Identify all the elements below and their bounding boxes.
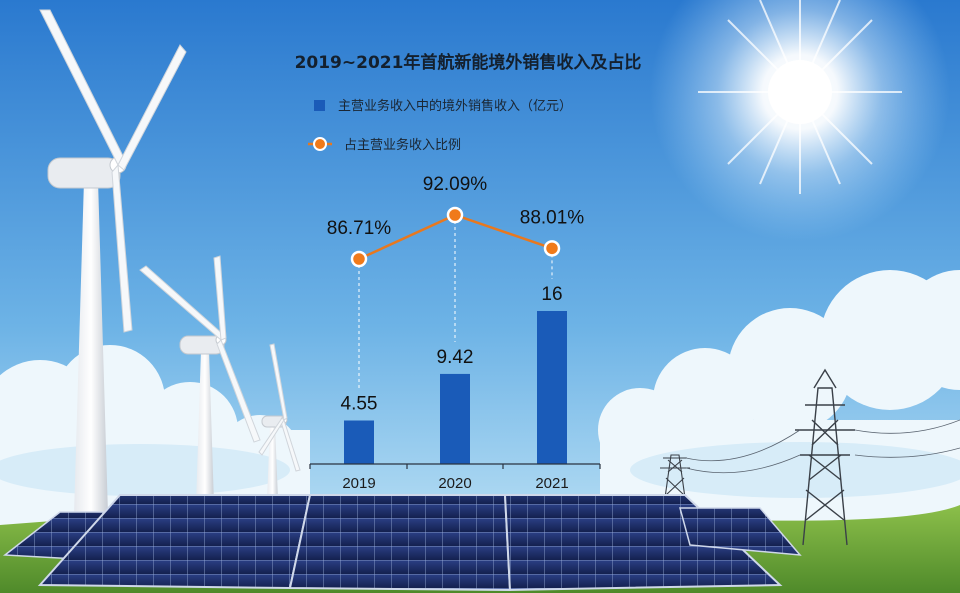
- cloud-right: [598, 270, 960, 530]
- x-axis: 2019 2020 2021: [309, 463, 601, 492]
- chart: 2019~2021年首航新能境外销售收入及占比 主营业务收入中的境外销售收入（亿…: [295, 52, 642, 492]
- legend: 主营业务收入中的境外销售收入（亿元） 占主营业务收入比例: [308, 98, 572, 153]
- ratio-value-label-2021: 88.01%: [520, 207, 585, 228]
- bar-value-label-2021: 16: [541, 284, 562, 305]
- guide-lines: [358, 215, 553, 389]
- bar-value-labels: 4.55 9.42 16: [341, 284, 563, 414]
- solar-panel-far-right: [679, 507, 802, 556]
- ratio-point-2021: [543, 240, 561, 257]
- bar-2021: [537, 311, 567, 464]
- solar-panel-right: [503, 494, 783, 592]
- chart-title: 2019~2021年首航新能境外销售收入及占比: [295, 52, 642, 73]
- wind-turbine-large-icon: [39, 9, 187, 515]
- power-lines: [685, 419, 960, 474]
- power-tower-small-icon: [660, 454, 690, 506]
- bar-2019: [344, 420, 374, 464]
- cloud-shadow: [0, 442, 960, 498]
- legend-bar-swatch: [314, 100, 325, 111]
- solar-panels: [2, 494, 802, 592]
- legend-bar-label: 主营业务收入中的境外销售收入（亿元）: [338, 98, 572, 114]
- wind-turbine-medium-icon: [139, 255, 261, 505]
- x-tick-label-2020: 2020: [438, 475, 471, 492]
- bar-value-label-2020: 9.42: [437, 347, 474, 368]
- ratio-point-2020: [446, 206, 464, 224]
- ratio-value-label-2019: 86.71%: [327, 218, 392, 239]
- legend-line-label: 占主营业务收入比例: [344, 137, 461, 153]
- wind-turbine-small-icon: [258, 343, 301, 500]
- power-tower-icon: [795, 368, 855, 546]
- x-tick-label-2019: 2019: [342, 475, 375, 492]
- x-tick-label-2021: 2021: [535, 475, 568, 492]
- x-axis-ticks: 2019 2020 2021: [309, 464, 601, 492]
- bar-value-label-2019: 4.55: [341, 393, 378, 414]
- ratio-point-2019: [350, 250, 368, 268]
- legend-line-marker: [313, 137, 327, 151]
- solar-panel-center: [288, 494, 512, 592]
- bars: [344, 311, 567, 464]
- bar-2020: [440, 373, 470, 464]
- ratio-value-label-2020: 92.09%: [423, 174, 488, 195]
- ratio-value-labels: 86.71% 92.09% 88.01%: [327, 174, 585, 239]
- sun-icon: [650, 0, 950, 242]
- ratio-line: [350, 206, 561, 268]
